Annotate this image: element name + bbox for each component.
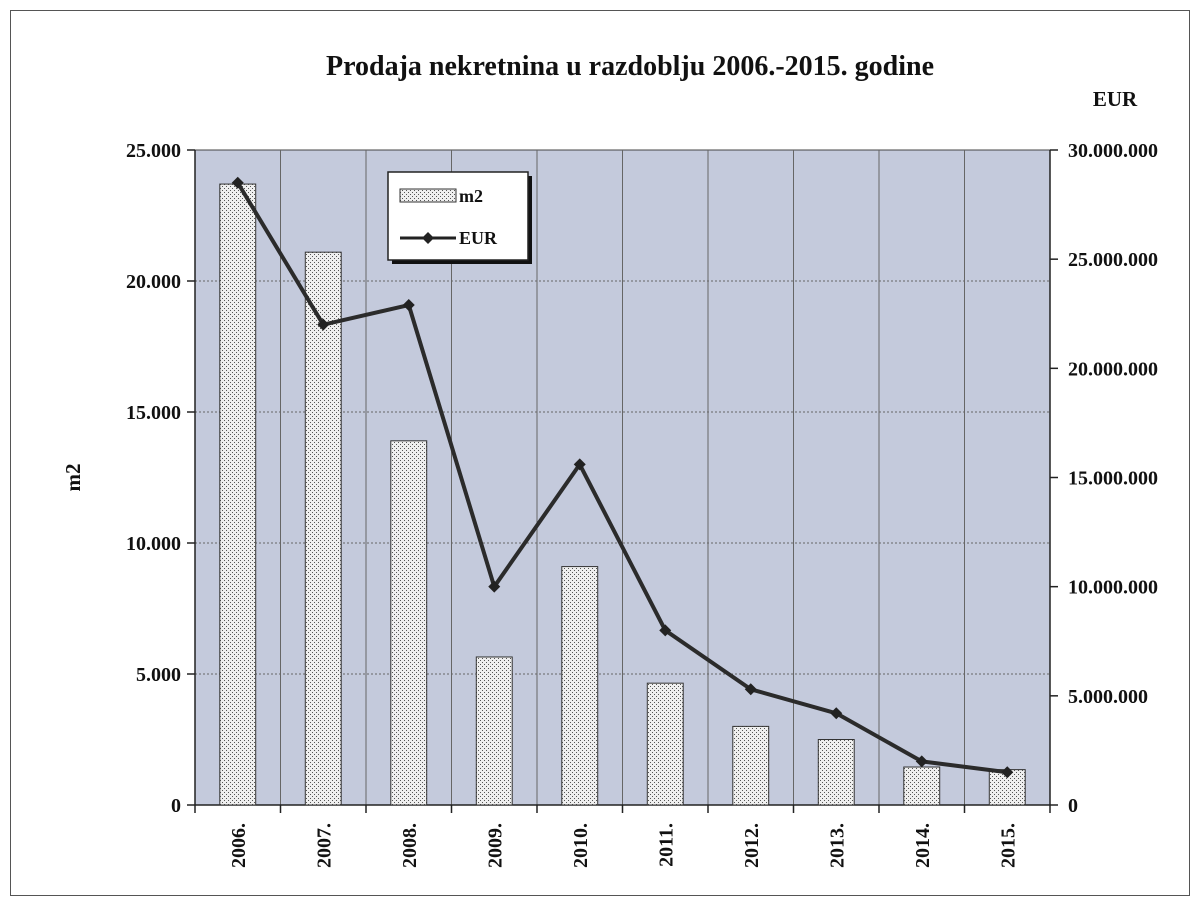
right-tick-label: 15.000.000 xyxy=(1068,468,1158,490)
point-eur xyxy=(402,299,415,312)
bar-m2 xyxy=(817,739,855,806)
point-eur xyxy=(231,176,244,189)
x-tick-label: 2006. xyxy=(228,823,250,868)
point-eur xyxy=(317,318,330,331)
x-tick-label: 2008. xyxy=(399,823,421,868)
left-tick-label: 10.000 xyxy=(126,533,181,555)
series-line-eur xyxy=(236,181,1008,775)
point-eur xyxy=(1001,766,1014,779)
point-eur xyxy=(744,683,757,696)
point-eur xyxy=(659,624,672,637)
right-tick-label: 20.000.000 xyxy=(1068,358,1158,380)
x-tick-label: 2009. xyxy=(484,823,506,868)
point-eur xyxy=(573,458,586,471)
bar-m2 xyxy=(475,656,513,806)
x-tick-label: 2013. xyxy=(826,823,848,868)
legend-swatch-m2 xyxy=(399,188,457,203)
point-eur xyxy=(915,755,928,768)
left-tick-label: 0 xyxy=(171,795,181,817)
left-tick-label: 5.000 xyxy=(136,664,181,686)
chart-title: Prodaja nekretnina u razdoblju 2006.-201… xyxy=(326,51,934,82)
plot-area: 0 5.000 10.000 15.000 20.000 25.000 0 5.000.000… xyxy=(126,140,1158,868)
right-tick-label: 10.000.000 xyxy=(1068,577,1158,599)
bar-m2 xyxy=(561,566,599,806)
bar-m2 xyxy=(219,183,257,806)
left-tick-label: 15.000 xyxy=(126,402,181,424)
right-tick-label: 5.000.000 xyxy=(1068,686,1148,708)
right-tick-label: 0 xyxy=(1068,795,1078,817)
x-tick-label: 2014. xyxy=(912,823,934,868)
x-tick-label: 2015. xyxy=(997,823,1019,868)
x-tick-label: 2010. xyxy=(570,823,592,868)
x-tick-label: 2012. xyxy=(741,823,763,868)
legend-label-eur: EUR xyxy=(459,228,498,248)
right-tick-label: 25.000.000 xyxy=(1068,249,1158,271)
legend-marker-eur xyxy=(422,232,434,244)
legend-box xyxy=(387,171,529,261)
bar-m2 xyxy=(732,725,770,806)
left-axis-title: m2 xyxy=(61,464,85,492)
left-tick-label: 20.000 xyxy=(126,271,181,293)
point-eur xyxy=(488,580,501,593)
bar-m2 xyxy=(304,251,342,806)
right-axis-title: EUR xyxy=(1093,87,1138,111)
left-tick-label: 25.000 xyxy=(126,140,181,162)
right-tick-label: 30.000.000 xyxy=(1068,140,1158,162)
x-tick-label: 2011. xyxy=(655,823,677,867)
bar-m2 xyxy=(903,766,941,806)
point-eur xyxy=(830,707,843,720)
legend-label-m2: m2 xyxy=(459,186,483,206)
bar-m2 xyxy=(390,440,428,806)
x-tick-label: 2007. xyxy=(313,823,335,868)
bar-m2 xyxy=(646,682,684,806)
